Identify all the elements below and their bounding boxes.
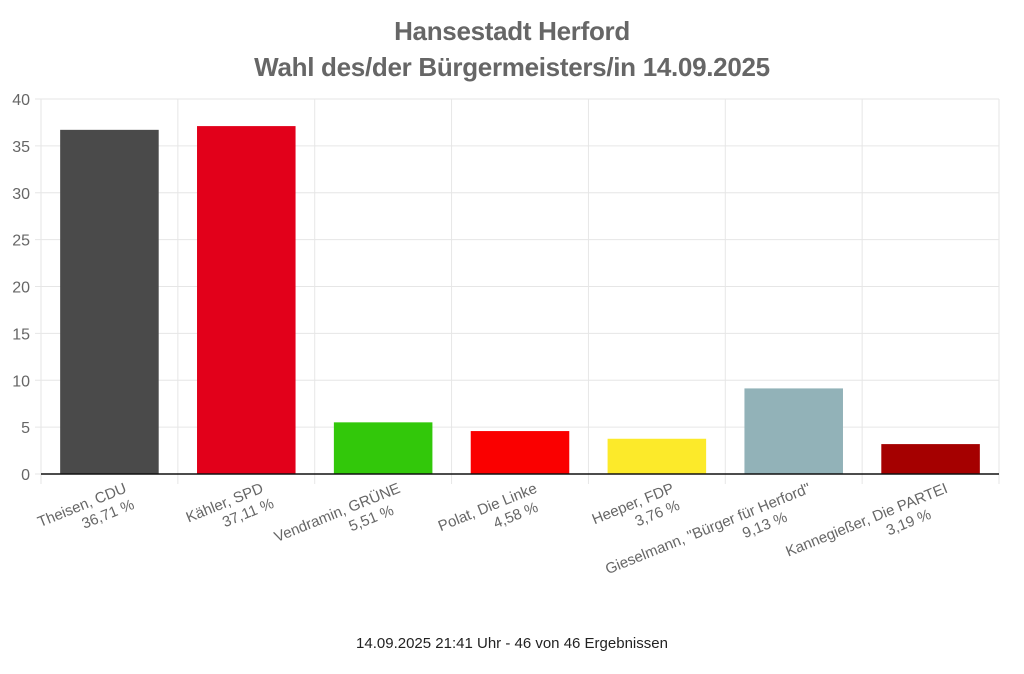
y-tick-label: 25 <box>12 233 30 250</box>
y-tick-label: 35 <box>12 139 30 156</box>
bars <box>60 126 980 474</box>
bar <box>607 438 707 474</box>
y-tick-label: 15 <box>12 326 30 343</box>
chart-subtitle: Wahl des/der Bürgermeisters/in 14.09.202… <box>254 52 770 82</box>
bar <box>197 126 296 474</box>
chart-title: Hansestadt Herford <box>394 16 630 46</box>
y-tick-label: 0 <box>21 467 30 484</box>
y-tick-label: 10 <box>12 373 30 390</box>
y-tick-label: 30 <box>12 186 30 203</box>
results-status: 14.09.2025 21:41 Uhr - 46 von 46 Ergebni… <box>356 635 668 652</box>
y-tick-label: 40 <box>12 92 30 109</box>
y-tick-label: 5 <box>21 420 30 437</box>
bar <box>333 422 433 474</box>
y-axis-ticks: 0 5 10 15 20 25 30 35 40 <box>12 92 30 484</box>
y-tick-label: 20 <box>12 280 30 297</box>
bar <box>744 388 843 474</box>
bar <box>60 129 159 474</box>
bar <box>881 444 980 474</box>
gridlines <box>35 98 1000 484</box>
bar <box>470 431 570 474</box>
